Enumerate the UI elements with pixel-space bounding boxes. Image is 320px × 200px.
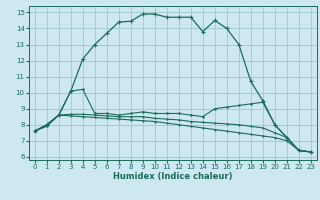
X-axis label: Humidex (Indice chaleur): Humidex (Indice chaleur) <box>113 172 233 181</box>
